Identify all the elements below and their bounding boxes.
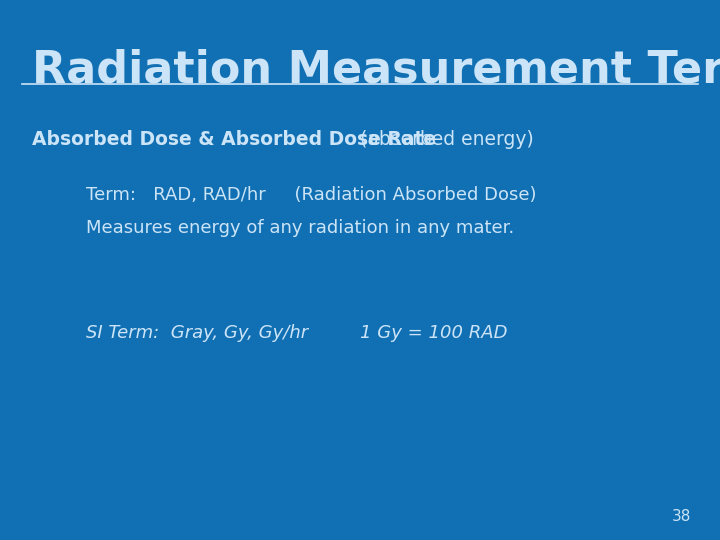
Text: (absorbed energy): (absorbed energy) bbox=[360, 130, 534, 148]
Text: 1 Gy = 100 RAD: 1 Gy = 100 RAD bbox=[360, 324, 508, 342]
Text: Absorbed Dose & Absorbed Dose Rate: Absorbed Dose & Absorbed Dose Rate bbox=[32, 130, 436, 148]
Text: Term:   RAD, RAD/hr     (Radiation Absorbed Dose): Term: RAD, RAD/hr (Radiation Absorbed Do… bbox=[86, 186, 537, 204]
Text: SI Term:  Gray, Gy, Gy/hr: SI Term: Gray, Gy, Gy/hr bbox=[86, 324, 309, 342]
Text: Radiation Measurement Terms/Units: Radiation Measurement Terms/Units bbox=[32, 49, 720, 92]
Text: 38: 38 bbox=[672, 509, 691, 524]
Text: Measures energy of any radiation in any mater.: Measures energy of any radiation in any … bbox=[86, 219, 515, 237]
